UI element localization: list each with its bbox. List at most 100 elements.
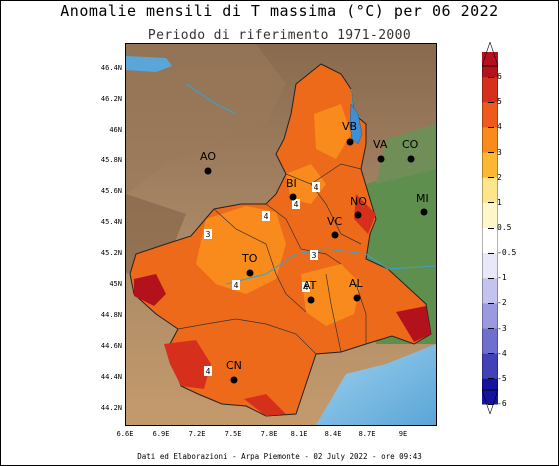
colorbar-tick — [488, 277, 494, 279]
colorbar-tick — [488, 302, 494, 304]
colorbar-band — [482, 202, 498, 229]
colorbar-tick-label: -0.5 — [497, 248, 517, 258]
map-subtitle: Periodo di riferimento 1971-2000 — [147, 28, 412, 43]
colorbar-tick-label: 3 — [497, 147, 502, 157]
city-marker-no: NO — [350, 195, 367, 219]
map-panel: 4 4 4 3 4 4 3 4 VB VA CO AO BI NO MI VC … — [125, 43, 437, 426]
svg-text:MI: MI — [416, 192, 429, 205]
colorbar-tick — [488, 101, 494, 103]
contour-label: 4 — [232, 280, 240, 290]
anomaly-hotspot-east — [396, 306, 431, 342]
colorbar-tick — [488, 353, 494, 355]
colorbar-tick-label: 6 — [497, 72, 502, 82]
colorbar-tick-label: 4 — [497, 122, 502, 132]
province-boundaries — [177, 163, 367, 355]
y-tick-label: 44.8N — [100, 311, 122, 319]
x-tick-label: 7.2E — [188, 430, 206, 438]
x-tick-label: 8.7E — [358, 430, 376, 438]
colorbar-band — [482, 102, 498, 128]
colorbar-band — [482, 253, 498, 279]
city-marker-vb: VB — [342, 120, 357, 146]
colorbar-tick — [488, 252, 494, 254]
svg-text:4: 4 — [304, 283, 309, 292]
colorbar-tick — [488, 403, 494, 405]
colorbar-tick — [488, 328, 494, 330]
svg-text:AL: AL — [349, 277, 364, 290]
anomaly-zone-3-4-biella — [286, 164, 326, 204]
city-marker-va: VA — [373, 138, 388, 163]
colorbar-tick — [488, 177, 494, 179]
anomaly-zone-3-4-west — [196, 206, 286, 294]
contour-label: 4 — [292, 199, 300, 209]
x-tick-label: 7.5E — [224, 430, 242, 438]
colorbar-tick-label: 1 — [497, 197, 502, 207]
colorbar-band — [482, 328, 498, 355]
contour-label: 4 — [302, 282, 310, 292]
x-tick-label: 9E — [398, 430, 408, 438]
y-tick-label: 44.6N — [100, 342, 122, 350]
city-marker-cn: CN — [226, 359, 242, 384]
svg-text:4: 4 — [206, 367, 211, 376]
y-tick-label: 44.2N — [100, 404, 122, 412]
x-tick-label: 7.8E — [260, 430, 278, 438]
city-marker-bi: BI — [286, 177, 297, 201]
colorbar-band — [482, 303, 498, 330]
y-tick-label: 46N — [109, 126, 122, 134]
x-tick-label: 6.9E — [152, 430, 170, 438]
map-title: Anomalie mensili di T massima (°C) per 0… — [60, 2, 499, 20]
anomaly-hotspot-southwest — [164, 340, 211, 389]
lake-geneva — [126, 56, 172, 72]
ligurian-sea — [316, 344, 436, 425]
colorbar-band — [482, 77, 498, 103]
anomaly-hotspot-west — [134, 274, 166, 306]
y-tick-label: 44.4N — [100, 373, 122, 381]
svg-text:BI: BI — [286, 177, 297, 190]
city-marker-mi: MI — [416, 192, 429, 216]
city-marker-to: TO — [241, 252, 258, 277]
lake-maggiore — [349, 103, 363, 145]
alps-north — [126, 44, 286, 194]
colorbar-tick — [488, 126, 494, 128]
colorbar-band — [482, 177, 498, 204]
colorbar-band — [482, 278, 498, 304]
colorbar-tick — [488, 76, 494, 78]
svg-text:4: 4 — [264, 212, 269, 221]
svg-text:CN: CN — [226, 359, 242, 372]
colorbar-band — [482, 228, 498, 254]
contour-label: 3 — [204, 229, 212, 239]
y-tick-label: 46.2N — [100, 95, 122, 103]
anomaly-map: 4 4 4 3 4 4 3 4 VB VA CO AO BI NO MI VC … — [126, 44, 436, 425]
anomaly-zone-3-4-asti — [301, 264, 361, 326]
y-tick-label: 45.2N — [100, 249, 122, 257]
svg-text:TO: TO — [241, 252, 258, 265]
city-marker-at: AT — [303, 279, 317, 304]
contour-label: 4 — [312, 182, 320, 192]
colorbar-band — [482, 52, 498, 78]
contour-label: 4 — [262, 211, 270, 221]
colorbar-tick-label: -1 — [497, 273, 507, 283]
contour-label: 4 — [204, 366, 212, 376]
city-marker-vc: VC — [327, 215, 343, 239]
city-marker-ao: AO — [200, 150, 216, 175]
colorbar-band — [482, 353, 498, 380]
credits-text: Dati ed Elaborazioni - Arpa Piemonte - 0… — [137, 452, 422, 461]
svg-text:AT: AT — [303, 279, 317, 292]
anomaly-hotspot-south — [244, 394, 286, 416]
colorbar-band — [482, 127, 498, 154]
colorbar-tick-label: -5 — [497, 373, 507, 383]
colorbar-tick-label: 0.5 — [497, 223, 512, 232]
y-tick-label: 45N — [109, 280, 122, 288]
colorbar-bands — [482, 52, 498, 405]
colorbar-tick — [488, 152, 494, 154]
colorbar — [482, 42, 498, 414]
colorbar-tick — [488, 202, 494, 204]
svg-text:CO: CO — [402, 138, 419, 151]
colorbar-tick-label: -2 — [497, 298, 507, 308]
y-tick-label: 46.4N — [100, 64, 122, 72]
colorbar-outline — [482, 65, 498, 391]
colorbar-tick-label: -4 — [497, 348, 507, 358]
lombardy-foothills — [376, 124, 436, 184]
x-tick-label: 6.6E — [116, 430, 134, 438]
x-tick-label: 8.1E — [290, 430, 308, 438]
colorbar-tick-label: -3 — [497, 323, 507, 333]
